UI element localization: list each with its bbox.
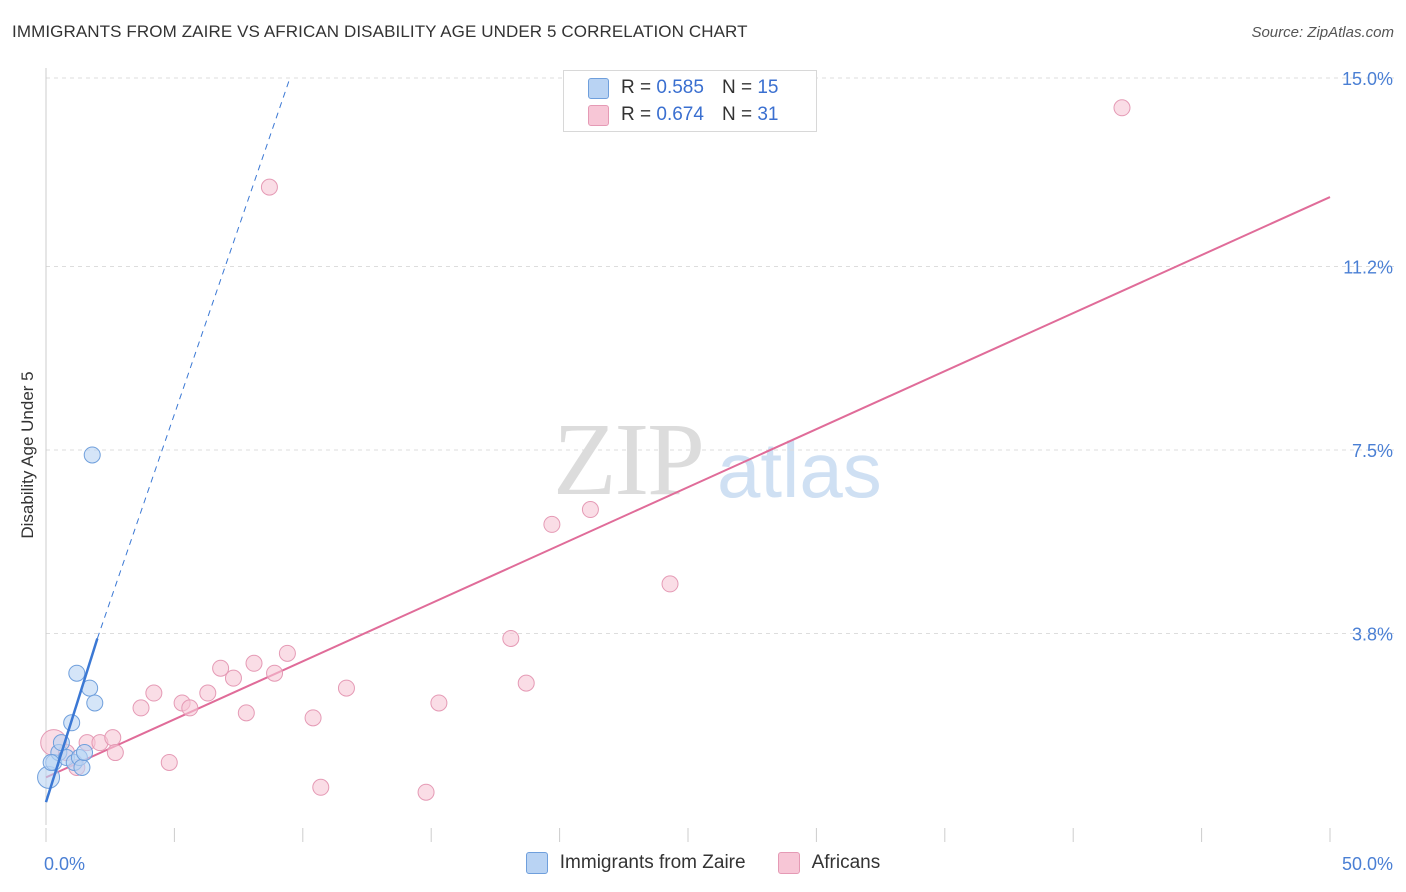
legend-n-value-zaire: 15	[757, 77, 779, 98]
point-africans	[266, 664, 284, 682]
legend-n-value-africans: 31	[757, 104, 779, 125]
point-africans	[304, 709, 322, 727]
y-tick-label: 15.0%	[1342, 69, 1393, 89]
point-africans	[245, 654, 263, 672]
point-africans	[199, 684, 217, 702]
bottom-legend-zaire: Immigrants from Zaire	[525, 852, 746, 874]
point-africans	[212, 659, 230, 677]
point-africans	[145, 684, 163, 702]
point-zaire	[68, 664, 86, 682]
watermark-atlas: atlas	[717, 426, 882, 514]
trendline-zaire-extended	[96, 77, 291, 639]
bottom-legend-africans: Africans	[777, 852, 881, 874]
legend-swatch-zaire	[588, 77, 609, 99]
point-zaire	[73, 758, 91, 776]
legend-r-label-africans: R =	[621, 104, 652, 125]
y-tick-label: 3.8%	[1352, 625, 1393, 645]
legend-row-zaire: R = 0.585 N = 15	[588, 75, 778, 101]
point-africans	[430, 694, 448, 712]
point-africans	[1113, 99, 1131, 117]
legend-r-value-africans: 0.674	[656, 104, 704, 125]
point-africans	[517, 674, 535, 692]
x-tick-label: 50.0%	[1342, 854, 1393, 874]
point-africans	[181, 699, 199, 717]
legend-row-africans: R = 0.674 N = 31	[588, 102, 778, 128]
y-axis-title: Disability Age Under 5	[18, 371, 37, 538]
point-africans	[104, 729, 122, 747]
point-africans	[581, 501, 599, 519]
chart-title: IMMIGRANTS FROM ZAIRE VS AFRICAN DISABIL…	[12, 22, 748, 41]
point-zaire	[76, 744, 94, 762]
point-africans	[661, 575, 679, 593]
point-africans	[132, 699, 150, 717]
y-tick-label: 7.5%	[1352, 441, 1393, 461]
point-africans	[278, 644, 296, 662]
legend-swatch-africans	[588, 104, 609, 126]
point-africans	[502, 629, 520, 647]
point-africans	[417, 783, 435, 801]
point-africans	[106, 744, 124, 762]
legend-r-label-zaire: R =	[621, 77, 652, 98]
point-zaire	[83, 446, 101, 464]
point-africans	[260, 178, 278, 196]
y-tick-label: 11.2%	[1343, 257, 1393, 277]
point-africans	[160, 753, 178, 771]
bottom-legend-swatch-africans	[777, 852, 800, 874]
point-africans	[543, 515, 561, 533]
x-tick-label: 0.0%	[44, 854, 85, 874]
bottom-legend-label-africans: Africans	[811, 852, 881, 873]
point-africans	[237, 704, 255, 722]
point-africans	[224, 669, 242, 687]
legend-n-label-africans: N =	[721, 104, 753, 125]
point-africans	[312, 778, 330, 796]
watermark-zip: ZIP	[553, 402, 705, 517]
point-africans	[337, 679, 355, 697]
legend-r-value-zaire: 0.585	[656, 77, 704, 98]
bottom-legend-swatch-zaire	[525, 852, 548, 874]
trendline-zaire	[44, 638, 99, 803]
legend-box: R = 0.585 N = 15 R = 0.674 N = 31	[563, 70, 817, 132]
point-zaire	[86, 694, 104, 712]
legend-n-label-zaire: N =	[721, 77, 753, 98]
bottom-legend-label-zaire: Immigrants from Zaire	[559, 852, 746, 873]
bottom-legend: Immigrants from Zaire Africans	[0, 852, 1406, 874]
source-label: Source: ZipAtlas.com	[1251, 24, 1394, 41]
trendline-africans	[45, 196, 1331, 779]
